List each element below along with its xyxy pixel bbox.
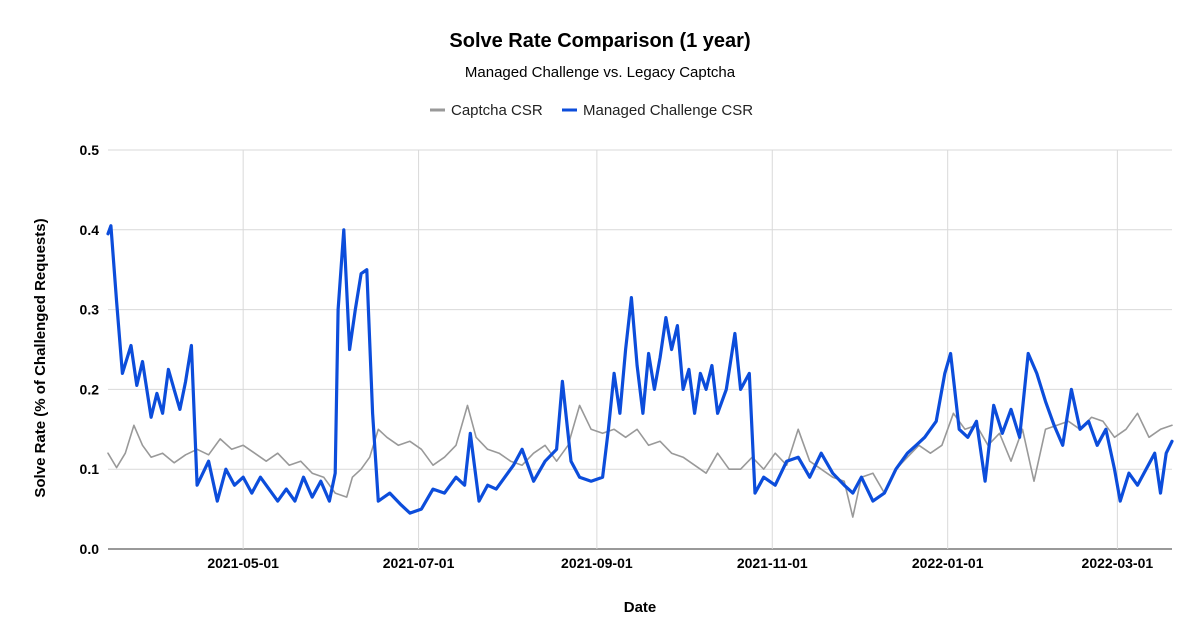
x-tick-label: 2022-03-01 — [1082, 555, 1154, 571]
chart-title: Solve Rate Comparison (1 year) — [449, 30, 750, 52]
x-tick-label: 2021-05-01 — [207, 555, 279, 571]
legend-label-captcha: Captcha CSR — [451, 102, 543, 119]
y-tick-label: 0.1 — [80, 461, 100, 477]
y-tick-label: 0.4 — [80, 222, 100, 238]
legend: Captcha CSR Managed Challenge CSR — [430, 102, 753, 119]
x-tick-label: 2021-11-01 — [737, 555, 808, 571]
y-axis-ticks: 0.0 0.1 0.2 0.3 0.4 0.5 — [80, 142, 100, 557]
x-axis-ticks: 2021-05-01 2021-07-01 2021-09-01 2021-11-01… — [207, 555, 1153, 571]
y-tick-label: 0.5 — [80, 142, 100, 158]
series-layer — [106, 224, 1174, 518]
legend-label-managed: Managed Challenge CSR — [583, 102, 753, 119]
x-tick-label: 2021-07-01 — [383, 555, 455, 571]
series-line-managed-challenge-csr — [106, 224, 1174, 515]
y-tick-label: 0.3 — [80, 302, 100, 318]
y-axis-title: Solve Rate (% of Challenged Requests) — [32, 218, 49, 497]
x-tick-label: 2022-01-01 — [912, 555, 984, 571]
x-tick-label: 2021-09-01 — [561, 555, 633, 571]
x-axis-title: Date — [624, 599, 657, 616]
series-line-captcha-csr — [107, 404, 1173, 518]
y-tick-label: 0.0 — [80, 541, 100, 557]
chart-subtitle: Managed Challenge vs. Legacy Captcha — [465, 64, 736, 81]
y-tick-label: 0.2 — [80, 381, 100, 397]
